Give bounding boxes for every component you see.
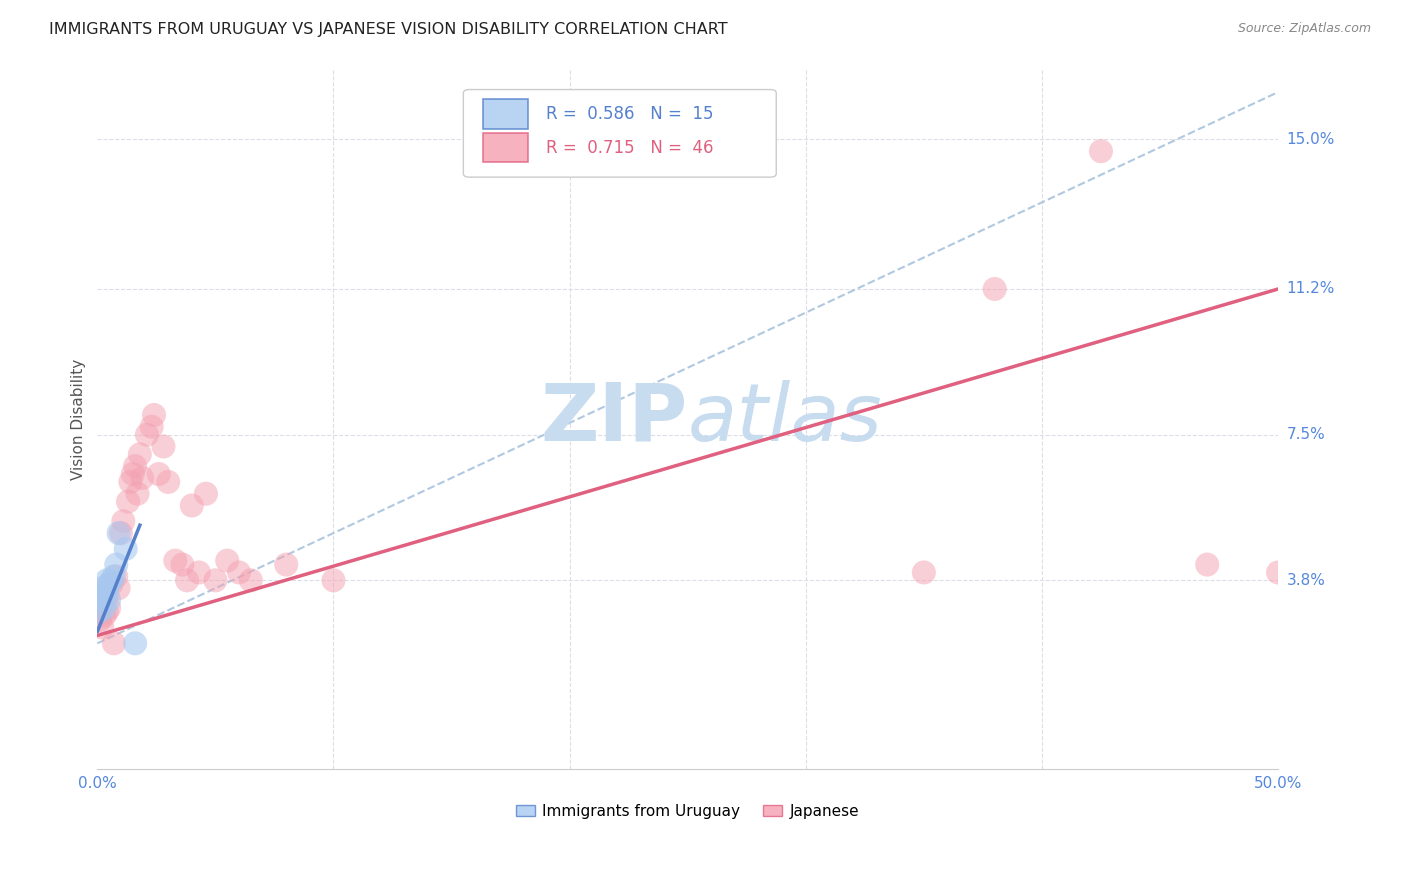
- Point: [143, 408, 166, 422]
- Point: [194, 486, 217, 500]
- Text: 7.5%: 7.5%: [1286, 427, 1324, 442]
- Point: [100, 577, 122, 591]
- FancyBboxPatch shape: [464, 89, 776, 178]
- FancyBboxPatch shape: [484, 133, 529, 162]
- Point: [141, 419, 163, 434]
- Point: [105, 569, 128, 583]
- Point: [322, 574, 344, 588]
- Point: [172, 558, 194, 572]
- Point: [1197, 558, 1219, 572]
- Point: [91, 597, 114, 611]
- Text: R =  0.715   N =  46: R = 0.715 N = 46: [546, 139, 713, 157]
- Point: [276, 558, 298, 572]
- Point: [91, 621, 114, 635]
- Y-axis label: Vision Disability: Vision Disability: [72, 359, 86, 480]
- Point: [124, 636, 146, 650]
- Point: [107, 581, 129, 595]
- Point: [100, 574, 122, 588]
- Point: [96, 574, 118, 588]
- Point: [131, 471, 153, 485]
- Point: [96, 605, 118, 619]
- Point: [1267, 566, 1289, 580]
- Point: [98, 577, 121, 591]
- Point: [157, 475, 180, 489]
- Point: [96, 589, 118, 603]
- Point: [107, 526, 129, 541]
- Point: [165, 554, 187, 568]
- Text: 15.0%: 15.0%: [1286, 132, 1334, 147]
- Point: [152, 440, 174, 454]
- Point: [89, 613, 111, 627]
- Point: [217, 554, 239, 568]
- Point: [91, 581, 114, 595]
- Point: [91, 593, 114, 607]
- Point: [98, 600, 121, 615]
- Point: [983, 282, 1005, 296]
- Text: ZIP: ZIP: [540, 380, 688, 458]
- Point: [121, 467, 143, 481]
- Point: [103, 569, 125, 583]
- Point: [93, 600, 115, 615]
- Point: [124, 459, 146, 474]
- Text: R =  0.586   N =  15: R = 0.586 N = 15: [546, 105, 713, 123]
- Point: [105, 558, 128, 572]
- Point: [114, 541, 136, 556]
- Text: 3.8%: 3.8%: [1286, 573, 1326, 588]
- Text: Source: ZipAtlas.com: Source: ZipAtlas.com: [1237, 22, 1371, 36]
- Point: [117, 494, 139, 508]
- Point: [239, 574, 262, 588]
- Point: [93, 593, 115, 607]
- Point: [112, 514, 135, 528]
- Point: [148, 467, 170, 481]
- Point: [127, 486, 149, 500]
- Point: [89, 605, 111, 619]
- Point: [204, 574, 226, 588]
- Text: 11.2%: 11.2%: [1286, 282, 1334, 296]
- Point: [120, 475, 142, 489]
- Point: [187, 566, 209, 580]
- Point: [96, 585, 118, 599]
- Point: [228, 566, 250, 580]
- Point: [93, 608, 115, 623]
- Point: [180, 499, 202, 513]
- Point: [93, 589, 115, 603]
- Point: [912, 566, 935, 580]
- Text: atlas: atlas: [688, 380, 883, 458]
- Point: [91, 585, 114, 599]
- Point: [176, 574, 198, 588]
- Point: [110, 526, 132, 541]
- Text: IMMIGRANTS FROM URUGUAY VS JAPANESE VISION DISABILITY CORRELATION CHART: IMMIGRANTS FROM URUGUAY VS JAPANESE VISI…: [49, 22, 728, 37]
- Point: [128, 447, 150, 461]
- Point: [89, 605, 111, 619]
- FancyBboxPatch shape: [484, 99, 529, 128]
- Point: [136, 427, 159, 442]
- Point: [1090, 145, 1112, 159]
- Legend: Immigrants from Uruguay, Japanese: Immigrants from Uruguay, Japanese: [510, 797, 865, 825]
- Point: [98, 593, 121, 607]
- Point: [103, 636, 125, 650]
